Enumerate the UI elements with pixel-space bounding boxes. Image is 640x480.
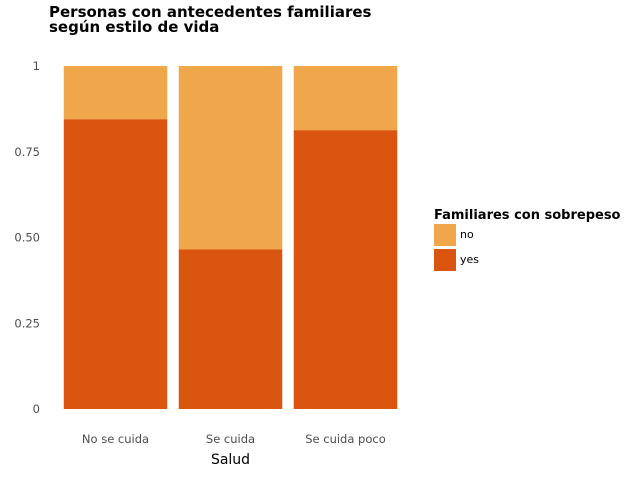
y-tick-label: 0.25 — [14, 316, 40, 330]
x-axis-title: Salud — [211, 452, 250, 468]
x-axis-ticks: No se cuida Se cuida Se cuida poco — [82, 432, 386, 446]
y-tick-label: 1 — [33, 59, 40, 73]
bars-group — [63, 66, 398, 410]
x-tick-label: Se cuida — [206, 432, 255, 446]
legend-label-yes: yes — [460, 253, 479, 266]
legend: Familiares con sobrepeso no yes — [434, 208, 621, 271]
x-tick-label: Se cuida poco — [305, 432, 386, 446]
chart-title: Personas con antecedentes familiares seg… — [49, 5, 371, 35]
legend-swatch-no — [434, 224, 456, 246]
y-tick-label: 0.75 — [14, 145, 40, 159]
x-tick-label: No se cuida — [82, 432, 149, 446]
legend-label-no: no — [460, 228, 474, 241]
bar-no-se-cuida-no — [63, 66, 168, 120]
bar-se-cuida-yes — [178, 249, 283, 409]
legend-title: Familiares con sobrepeso — [434, 208, 621, 223]
bar-se-cuida-no — [178, 66, 283, 250]
bar-se-cuida-poco-no — [293, 66, 398, 131]
y-tick-label: 0.50 — [14, 231, 40, 245]
chart-title-line-2: según estilo de vida — [49, 18, 220, 36]
bar-no-se-cuida-yes — [63, 119, 168, 410]
legend-entries: no yes — [434, 224, 479, 271]
chart-title-line-1: Personas con antecedentes familiares — [49, 3, 372, 21]
y-axis-ticks: 0 0.25 0.50 0.75 1 — [14, 59, 40, 416]
bar-se-cuida-poco-yes — [293, 130, 398, 409]
legend-swatch-yes — [434, 249, 456, 271]
y-tick-label: 0 — [33, 402, 40, 416]
